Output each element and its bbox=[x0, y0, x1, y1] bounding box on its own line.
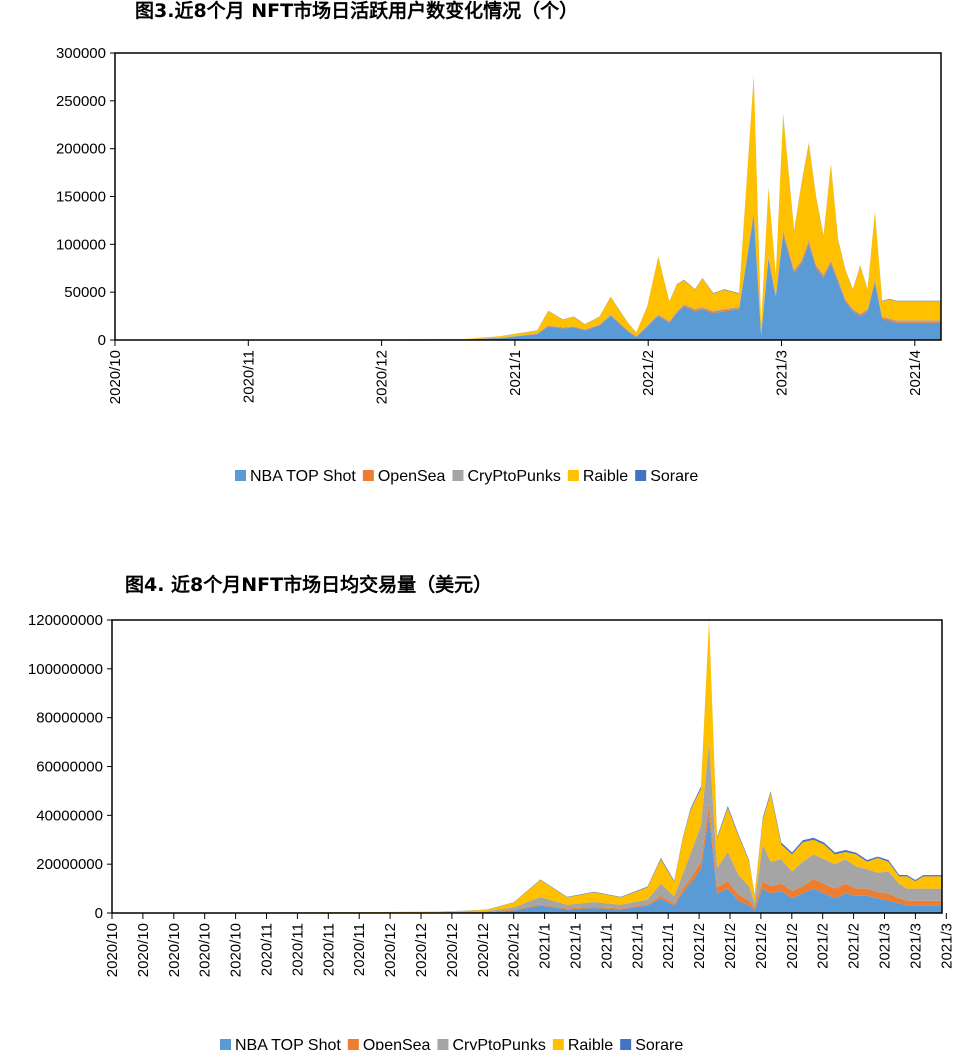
y-tick-label: 40000000 bbox=[36, 807, 103, 824]
x-tick-label: 2020/11 bbox=[320, 923, 337, 976]
legend-swatch-cryptopunks bbox=[452, 470, 464, 481]
legend-label-raible: Raible bbox=[568, 1037, 613, 1050]
x-tick-label: 2021/1 bbox=[660, 923, 677, 969]
y-tick-label: 250000 bbox=[56, 93, 106, 110]
y-tick-label: 0 bbox=[98, 332, 106, 349]
y-tick-label: 120000000 bbox=[28, 612, 103, 629]
y-tick-label: 50000 bbox=[64, 284, 106, 301]
y-tick-label: 200000 bbox=[56, 141, 106, 158]
x-tick-label: 2020/11 bbox=[289, 923, 306, 976]
x-tick-label: 2021/2 bbox=[722, 923, 739, 969]
chart-daily-volume: 图4. 近8个月NFT市场日均交易量（美元） 120000000 10000000… bbox=[28, 573, 955, 1050]
x-tick-label: 2020/12 bbox=[413, 923, 430, 977]
x-tick-label: 2020/10 bbox=[104, 923, 121, 977]
legend-label-cryptopunks: CryPtoPunks bbox=[452, 1037, 545, 1050]
series-area-cryptopunks bbox=[112, 742, 942, 913]
x-tick-label: 2021/1 bbox=[507, 350, 524, 396]
series-area-raible bbox=[112, 620, 942, 913]
legend-swatch-opensea bbox=[362, 470, 374, 481]
x-tick-label: 2020/10 bbox=[228, 923, 245, 977]
x-tick-label: 2020/10 bbox=[197, 923, 214, 977]
x-tick-label: 2020/10 bbox=[135, 923, 152, 977]
chart-active-users: 图3.近8个月 NFT市场日活跃用户数变化情况（个） 300000 250000 2… bbox=[56, 0, 942, 485]
legend-label-raible: Raible bbox=[583, 468, 628, 485]
y-tick-label: 0 bbox=[95, 905, 103, 922]
legend-label-opensea: OpenSea bbox=[378, 468, 446, 485]
x-tick-label: 2021/1 bbox=[537, 923, 554, 969]
y-tick-label: 300000 bbox=[56, 45, 106, 62]
chart2-x-axis: 2020/10 2020/10 2020/10 2020/10 2020/10 2020/… bbox=[104, 913, 955, 977]
series-area-nba-top-shot bbox=[112, 815, 942, 913]
x-tick-label: 2021/3 bbox=[877, 923, 894, 969]
legend-swatch-raible bbox=[552, 1039, 564, 1050]
y-tick-label: 100000000 bbox=[28, 661, 103, 678]
legend-label-nba-top-shot: NBA TOP Shot bbox=[235, 1037, 341, 1050]
legend-swatch-nba-top-shot bbox=[220, 1039, 231, 1050]
x-tick-label: 2021/2 bbox=[815, 923, 832, 969]
series-area-nba-top-shot bbox=[115, 215, 941, 340]
x-tick-label: 2021/3 bbox=[774, 350, 791, 396]
y-tick-label: 20000000 bbox=[36, 856, 103, 873]
x-tick-label: 2020/12 bbox=[506, 923, 523, 977]
chart1-legend: NBA TOP Shot OpenSea CryPtoPunks Raible Sora… bbox=[235, 468, 698, 485]
legend-label-sorare: Sorare bbox=[635, 1037, 683, 1050]
x-tick-label: 2021/1 bbox=[598, 923, 615, 969]
x-tick-label: 2021/2 bbox=[784, 923, 801, 969]
legend-label-nba-top-shot: NBA TOP Shot bbox=[250, 468, 356, 485]
x-tick-label: 2021/2 bbox=[753, 923, 770, 969]
y-tick-label: 80000000 bbox=[36, 710, 103, 727]
legend-swatch-raible bbox=[567, 470, 579, 481]
x-tick-label: 2021/3 bbox=[907, 923, 924, 969]
legend-label-cryptopunks: CryPtoPunks bbox=[467, 468, 560, 485]
x-tick-label: 2021/2 bbox=[691, 923, 708, 969]
series-area-cryptopunks bbox=[115, 210, 941, 340]
x-tick-label: 2020/10 bbox=[107, 350, 124, 404]
chart1-x-axis: 2020/10 2020/11 2020/12 2021/1 2021/2 2021/3 2… bbox=[107, 340, 924, 404]
chart2-areas bbox=[112, 620, 942, 913]
y-tick-label: 100000 bbox=[56, 236, 106, 253]
y-tick-label: 60000000 bbox=[36, 759, 103, 776]
x-tick-label: 2021/2 bbox=[846, 923, 863, 969]
legend-label-sorare: Sorare bbox=[650, 468, 698, 485]
legend-swatch-sorare bbox=[620, 1039, 632, 1050]
x-tick-label: 2021/1 bbox=[568, 923, 585, 969]
x-tick-label: 2020/11 bbox=[259, 923, 276, 976]
x-tick-label: 2020/11 bbox=[240, 350, 257, 403]
legend-swatch-opensea bbox=[347, 1039, 359, 1050]
x-tick-label: 2021/4 bbox=[907, 350, 924, 396]
legend-swatch-cryptopunks bbox=[437, 1039, 449, 1050]
x-tick-label: 2020/11 bbox=[351, 923, 368, 976]
x-tick-label: 2020/12 bbox=[382, 923, 399, 977]
chart1-y-axis: 300000 250000 200000 150000 100000 50000 0 bbox=[56, 45, 115, 349]
x-tick-label: 2021/2 bbox=[640, 350, 657, 396]
x-tick-label: 2020/10 bbox=[166, 923, 183, 977]
y-tick-label: 150000 bbox=[56, 189, 106, 206]
chart2-y-axis: 120000000 100000000 80000000 60000000 400000… bbox=[28, 612, 112, 922]
x-tick-label: 2021/1 bbox=[629, 923, 646, 969]
x-tick-label: 2021/3 bbox=[938, 923, 955, 969]
x-tick-label: 2020/12 bbox=[374, 350, 391, 404]
x-tick-label: 2020/12 bbox=[475, 923, 492, 977]
chart1-title: 图3.近8个月 NFT市场日活跃用户数变化情况（个） bbox=[135, 0, 578, 22]
legend-swatch-nba-top-shot bbox=[235, 470, 246, 481]
x-tick-label: 2020/12 bbox=[444, 923, 461, 977]
chart1-areas bbox=[115, 75, 941, 341]
chart2-legend: NBA TOP Shot OpenSea CryPtoPunks Raible Sora… bbox=[220, 1037, 683, 1050]
chart2-title: 图4. 近8个月NFT市场日均交易量（美元） bbox=[125, 573, 492, 596]
legend-swatch-sorare bbox=[635, 470, 647, 481]
legend-label-opensea: OpenSea bbox=[363, 1037, 431, 1050]
